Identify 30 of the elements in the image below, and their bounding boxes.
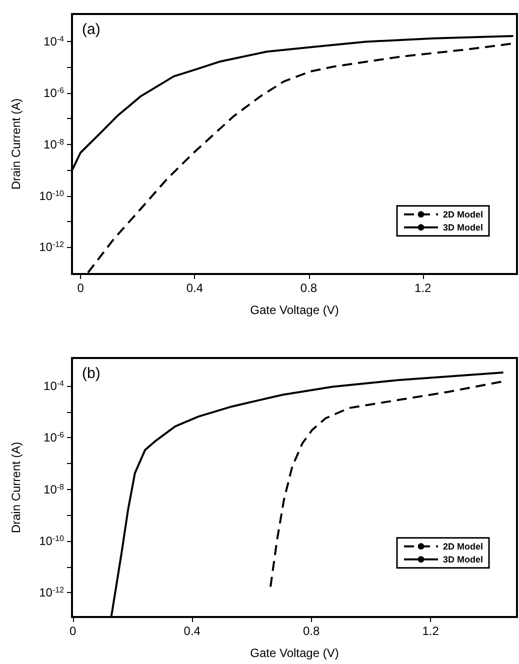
x-tick-label: 0.4 — [184, 624, 201, 638]
y-tick-label: 10$^{-6}$ — [44, 430, 65, 445]
legend-label: 3D Model — [442, 222, 484, 232]
x-tick-label: 0 — [77, 281, 84, 295]
legend-label: 2D Model — [442, 541, 484, 552]
y-tick-label: 10$^{-12}$ — [39, 240, 65, 254]
x-tick-label: 1.2 — [414, 281, 432, 295]
y-tick-label: 10$^{-10}$ — [39, 188, 65, 203]
annotation: (b) — [82, 365, 100, 382]
x-tick-label: 0 — [70, 624, 77, 638]
annotation: (a) — [82, 21, 100, 38]
y-tick-label: 10$^{-10}$ — [39, 534, 65, 548]
x-tick-label: 0.4 — [186, 281, 204, 295]
line-series — [270, 380, 504, 588]
x-axis-title: Gate Voltage (V) — [250, 303, 339, 317]
y-tick-label: 10$^{-8}$ — [44, 136, 65, 152]
x-tick-label: 1.2 — [422, 624, 440, 638]
x-tick-label: 0.8 — [302, 624, 320, 638]
x-tick-label: 0.8 — [300, 281, 318, 295]
legend-label: 2D Model — [442, 209, 484, 220]
y-tick-label: 10$^{-8}$ — [44, 482, 65, 496]
y-axis-title: Drain Current (A) — [9, 442, 23, 534]
y-tick-label: 10$^{-12}$ — [39, 585, 65, 600]
y-tick-label: 10$^{-4}$ — [44, 378, 65, 393]
legend-label: 3D Model — [442, 554, 484, 564]
y-axis-title: Drain Current (A) — [9, 98, 23, 190]
x-axis-title: Gate Voltage (V) — [250, 646, 339, 660]
y-tick-label: 10$^{-4}$ — [44, 34, 65, 49]
line-series — [110, 371, 504, 618]
y-tick-label: 10$^{-6}$ — [44, 86, 65, 100]
